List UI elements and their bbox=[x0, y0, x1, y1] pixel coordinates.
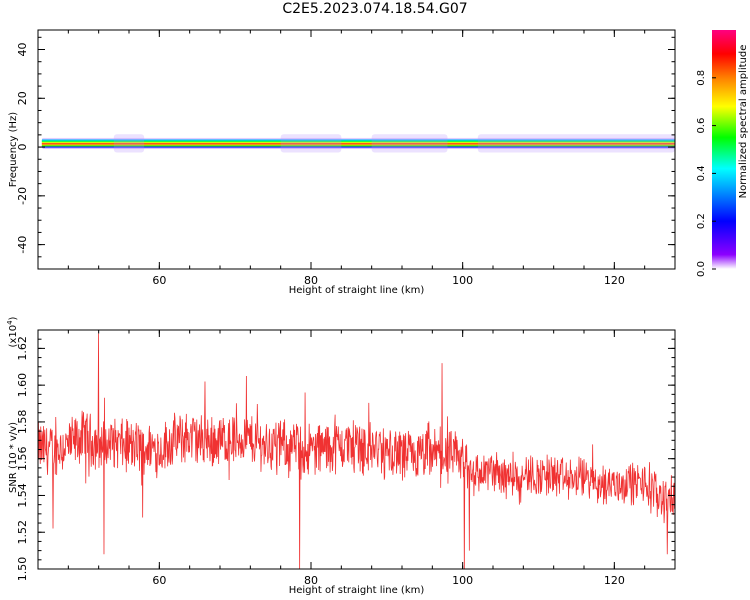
snr-y-tick-label: 1.50 bbox=[16, 557, 29, 582]
snr-x-tick-labels: 60 80 100 120 bbox=[152, 574, 625, 587]
spectral-band-glow-segment bbox=[477, 134, 675, 153]
snr-y-tick-label: 1.56 bbox=[16, 446, 29, 471]
spectrogram-x-tick-label: 120 bbox=[604, 274, 625, 287]
figure-title: C2E5.2023.074.18.54.G07 bbox=[282, 1, 468, 17]
snr-series-line bbox=[38, 333, 675, 569]
snr-y-multiplier: (x104) bbox=[6, 316, 19, 347]
spectrogram-x-axis-label: Height of straight line (km) bbox=[289, 285, 425, 296]
spectral-band-glow bbox=[113, 134, 675, 153]
spectral-band bbox=[41, 137, 675, 150]
spectrogram-x-tick-labels: 60 80 100 120 bbox=[152, 274, 625, 287]
spectrogram-panel: 60 80 100 120 -40 -20 0 20 40 Height of straigh… bbox=[8, 29, 676, 296]
colorbar-tick-label: 0.2 bbox=[696, 213, 707, 229]
spectral-band-glow-segment bbox=[113, 134, 145, 153]
snr-y-tick-label: 1.60 bbox=[16, 373, 29, 398]
snr-x-tick-label: 120 bbox=[604, 574, 625, 587]
snr-multiplier-close: ) bbox=[8, 316, 19, 320]
spectrogram-y-tick-label: 40 bbox=[16, 43, 29, 57]
snr-x-tick-label: 100 bbox=[452, 574, 473, 587]
snr-y-tick-label: 1.52 bbox=[16, 520, 29, 545]
colorbar-tick-label: 0.8 bbox=[696, 70, 707, 86]
spectral-band-glow-segment bbox=[280, 134, 342, 153]
snr-y-tick-label: 1.58 bbox=[16, 410, 29, 435]
spectrogram-y-tick-label: -20 bbox=[16, 187, 29, 205]
colorbar-tick-label: 0.0 bbox=[696, 261, 707, 277]
spectrogram-x-tick-label: 60 bbox=[152, 274, 166, 287]
spectrogram-y-tick-label: 20 bbox=[16, 91, 29, 105]
spectrogram-x-tick-label: 100 bbox=[452, 274, 473, 287]
spectrogram-y-tick-label: -40 bbox=[16, 236, 29, 254]
colorbar-gradient bbox=[712, 30, 736, 269]
spectral-band-glow-segment bbox=[371, 134, 448, 153]
snr-y-axis-label: SNR (10 * v/v) bbox=[8, 422, 19, 493]
snr-frame bbox=[37, 329, 676, 570]
snr-y-tick-label: 1.62 bbox=[16, 336, 29, 361]
snr-multiplier-base: (x10 bbox=[8, 325, 19, 348]
spectrogram-y-tick-labels: -40 -20 0 20 40 bbox=[16, 43, 29, 254]
snr-y-tick-labels: 1.50 1.52 1.54 1.56 1.58 1.60 1.62 bbox=[16, 336, 29, 581]
spectrogram-frame bbox=[37, 29, 676, 270]
snr-panel: 60 80 100 120 1.501.521.541.561.581.601.62 … bbox=[6, 316, 676, 596]
colorbar-tick-label: 0.6 bbox=[696, 118, 707, 134]
snr-x-tick-label: 80 bbox=[304, 574, 318, 587]
spectrogram-y-tick-label: 0 bbox=[16, 144, 29, 151]
spectrogram-y-axis-label: Frequency (Hz) bbox=[8, 112, 19, 188]
spectrogram-ticks bbox=[37, 30, 676, 270]
snr-ticks bbox=[37, 329, 676, 570]
snr-y-tick-label: 1.54 bbox=[16, 483, 29, 508]
spectrogram-x-tick-label: 80 bbox=[304, 274, 318, 287]
colorbar-label: Normalized spectral amplitude bbox=[738, 45, 749, 199]
snr-multiplier-exponent: 4 bbox=[6, 320, 14, 325]
colorbar-ticks: 0.0 0.2 0.4 0.6 0.8 bbox=[696, 70, 716, 277]
colorbar: 0.0 0.2 0.4 0.6 0.8 Normalized spectral ampl… bbox=[696, 30, 749, 277]
snr-x-tick-label: 60 bbox=[152, 574, 166, 587]
snr-x-axis-label: Height of straight line (km) bbox=[289, 585, 425, 596]
colorbar-tick-label: 0.4 bbox=[696, 165, 707, 181]
